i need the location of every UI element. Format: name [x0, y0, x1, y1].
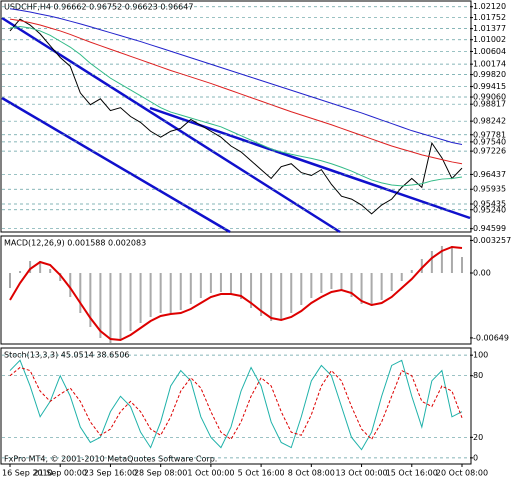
y-tick-label: 0.99820	[473, 70, 506, 79]
histogram-bar	[360, 273, 363, 304]
y-tick-label: 0.98817	[473, 100, 506, 109]
histogram-bar	[39, 261, 42, 273]
histogram-bar	[390, 273, 393, 291]
histogram-bar	[129, 273, 132, 331]
footer: FxPro MT4, © 2001-2010 MetaQuotes Softwa…	[4, 455, 217, 464]
y-tick-label: 0.003257	[473, 236, 511, 245]
series-line	[9, 359, 463, 451]
histogram-bar	[79, 273, 82, 313]
y-tick-label: 0.99415	[473, 82, 506, 91]
histogram-bar	[169, 273, 172, 313]
histogram-bar	[400, 273, 403, 281]
x-tick-label: 23 Sep 16:00	[84, 469, 137, 478]
channel-line	[149, 106, 471, 220]
y-tick-label: 0.97781	[473, 130, 506, 139]
y-tick-label: 0.94599	[473, 224, 506, 233]
y-tick-label: 0.97226	[473, 147, 506, 156]
histogram-bar	[250, 273, 253, 308]
channel-line	[1, 16, 341, 234]
histogram-bar	[99, 273, 102, 338]
histogram-bar	[330, 273, 333, 289]
histogram-bar	[270, 273, 273, 321]
histogram-bar	[280, 273, 283, 319]
histogram-bar	[420, 259, 423, 273]
y-tick-label: 0.96437	[473, 170, 506, 179]
series-line	[9, 18, 463, 215]
x-tick-label: 8 Oct 08:00	[288, 469, 335, 478]
histogram-bar	[380, 273, 383, 300]
histogram-bar	[59, 273, 62, 281]
histogram-bar	[179, 273, 182, 310]
histogram-bar	[370, 273, 373, 306]
macd-title: MACD(12,26,9) 0.001588 0.002083	[4, 239, 146, 248]
histogram-bar	[320, 273, 323, 293]
x-tick-label: 13 Oct 00:00	[335, 469, 387, 478]
y-tick-label: 0.95935	[473, 185, 506, 194]
histogram-bar	[209, 273, 212, 293]
x-tick-label: 28 Sep 08:00	[134, 469, 187, 478]
histogram-bar	[340, 273, 343, 290]
y-tick-label: 1.02120	[473, 2, 506, 11]
histogram-bar	[119, 273, 122, 339]
stoch-panel	[0, 347, 472, 465]
x-tick-label: 1 Oct 00:00	[187, 469, 234, 478]
x-tick-label: 20 Oct 08:00	[436, 469, 488, 478]
price-panel	[0, 0, 472, 233]
histogram-bar	[159, 273, 162, 313]
x-tick-label: 15 Oct 16:00	[386, 469, 438, 478]
y-tick-label: 0	[473, 453, 478, 462]
histogram-bar	[240, 273, 243, 299]
series-line	[9, 25, 463, 187]
histogram-bar	[9, 273, 11, 288]
y-tick-label: 1.01002	[473, 35, 506, 44]
y-tick-label: 0.00	[473, 269, 491, 278]
y-tick-label: 100	[473, 351, 488, 360]
histogram-bar	[430, 251, 433, 273]
histogram-bar	[260, 273, 263, 316]
y-tick-label: 0.98242	[473, 117, 506, 126]
histogram-bar	[461, 257, 463, 273]
histogram-bar	[49, 269, 52, 273]
histogram-bar	[19, 271, 22, 273]
channel-line	[1, 96, 231, 234]
histogram-bar	[189, 273, 192, 304]
macd-panel	[0, 235, 472, 345]
y-tick-label: 1.01752	[473, 13, 506, 22]
y-tick-label: 1.00174	[473, 60, 506, 69]
y-tick-label: 0.95240	[473, 205, 506, 214]
x-tick-label: 16 Sep 2010	[2, 469, 53, 478]
y-tick-label: 20	[473, 433, 483, 442]
histogram-bar	[149, 273, 152, 317]
series-line	[9, 8, 463, 146]
histogram-bar	[199, 273, 202, 298]
y-tick-label: 0.95435	[473, 199, 506, 208]
series-line	[9, 245, 463, 342]
x-tick-label: 5 Oct 16:00	[238, 469, 285, 478]
histogram-bar	[440, 246, 443, 273]
histogram-bar	[69, 273, 72, 297]
histogram-bar	[219, 273, 222, 292]
histogram-bar	[229, 273, 232, 294]
y-tick-label: -0.00649	[473, 333, 509, 342]
y-tick-label: 1.01377	[473, 24, 506, 33]
y-tick-label: 1.00604	[473, 47, 506, 56]
histogram-bar	[410, 270, 413, 273]
series-line	[9, 18, 463, 165]
histogram-bar	[300, 273, 303, 305]
y-tick-label: 80	[473, 371, 483, 380]
histogram-bar	[29, 261, 32, 273]
histogram-bar	[139, 273, 142, 323]
stoch-title: Stoch(13,3,3) 45.0514 38.6506	[4, 351, 130, 360]
histogram-bar	[310, 273, 313, 298]
x-tick-label: 21 Sep 00:00	[34, 469, 87, 478]
histogram-bar	[109, 273, 112, 343]
y-tick-label: 0.97540	[473, 137, 506, 146]
histogram-bar	[290, 273, 293, 313]
series-line	[9, 366, 463, 441]
histogram-bar	[89, 273, 92, 327]
y-tick-label: 0.99060	[473, 93, 506, 102]
histogram-bar	[350, 273, 353, 297]
histogram-bar	[450, 246, 453, 273]
